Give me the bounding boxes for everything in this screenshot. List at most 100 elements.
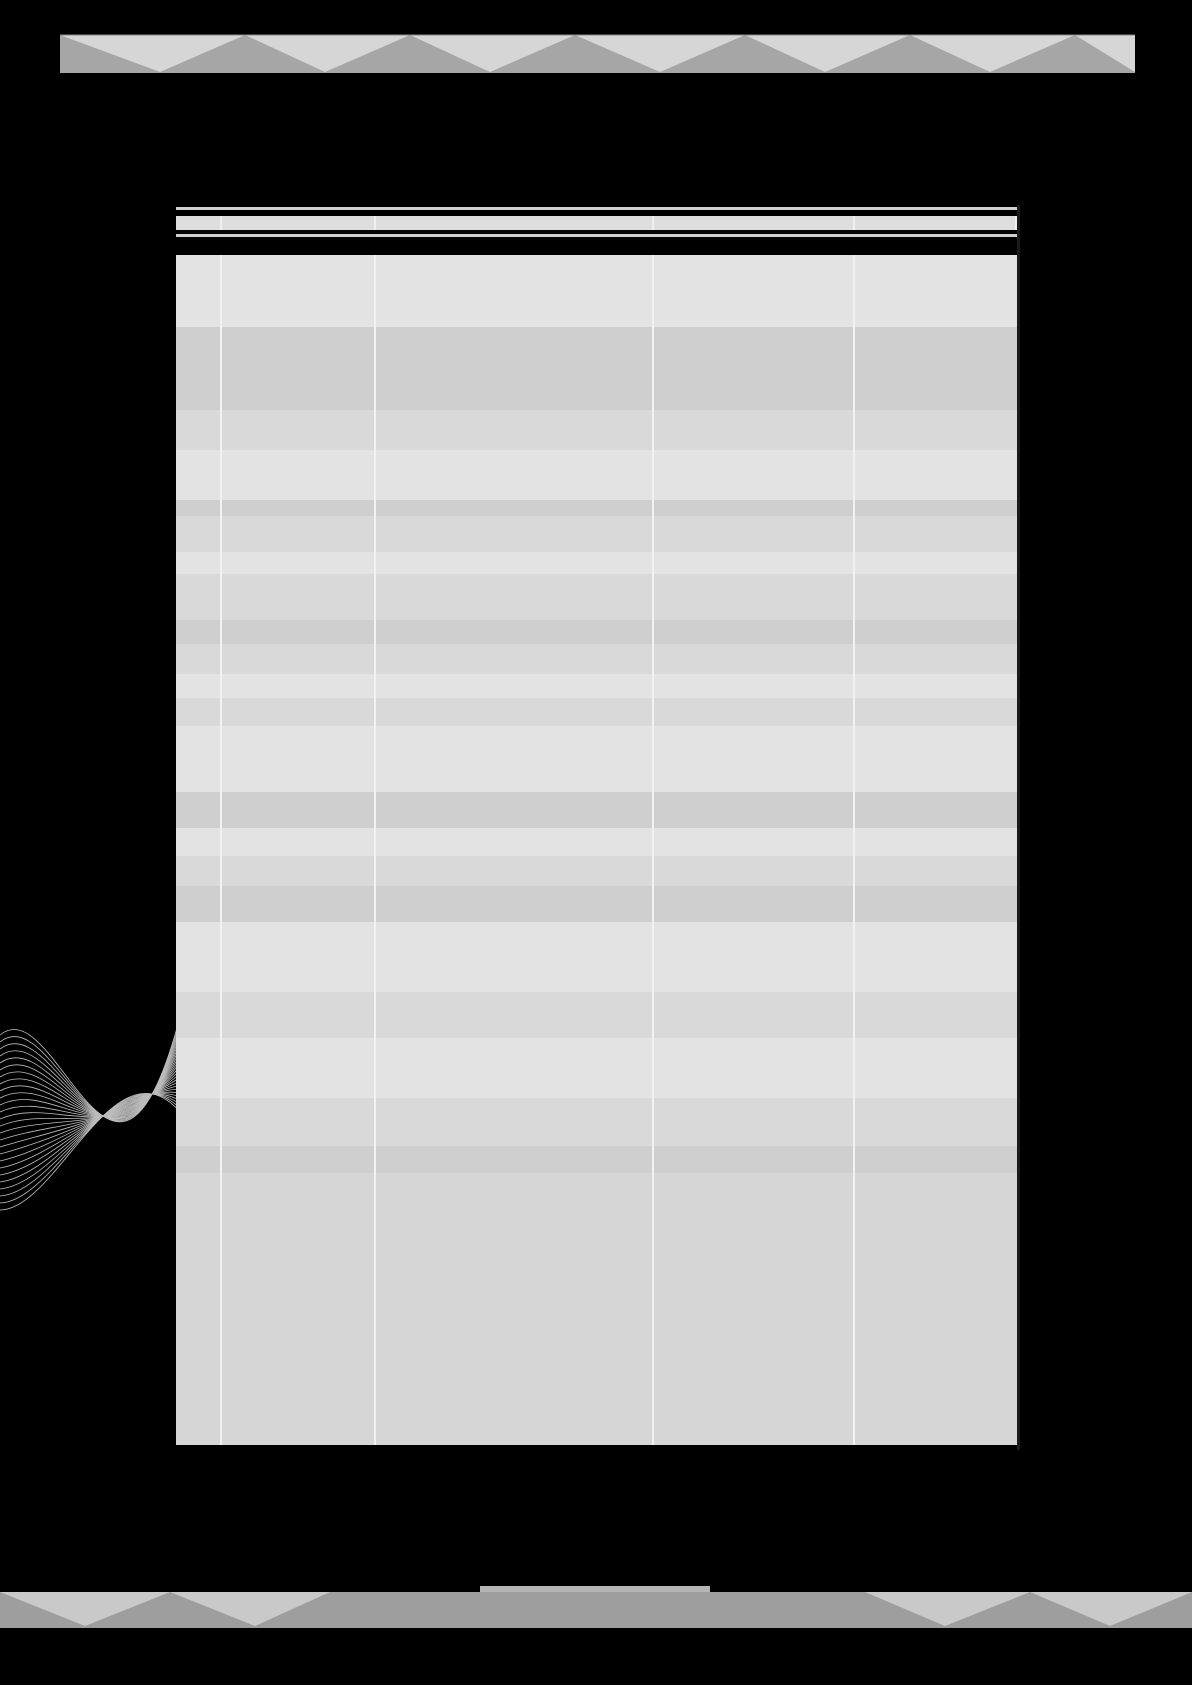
- table-cell: [855, 886, 1017, 922]
- table-cell: [855, 1038, 1017, 1098]
- table-cell: [222, 1173, 376, 1445]
- table-cell: [222, 345, 376, 410]
- table-cell: [376, 516, 654, 552]
- table-row: [176, 410, 1017, 450]
- table-cell: [176, 1146, 222, 1173]
- table-row: [176, 1146, 1017, 1173]
- table-cell: [222, 500, 376, 516]
- table-cell: [376, 992, 654, 1038]
- table-cell: [222, 792, 376, 828]
- table-row: [176, 992, 1017, 1038]
- table-cell: [376, 574, 654, 620]
- table-cell: [176, 886, 222, 922]
- table-cell: [654, 450, 855, 500]
- table-cell: [855, 410, 1017, 450]
- table-cell: [654, 792, 855, 828]
- wave-line: [0, 1089, 190, 1168]
- table-cell: [654, 620, 855, 644]
- table-row-filler: [176, 1173, 1017, 1445]
- table-cell: [176, 516, 222, 552]
- table-cell: [222, 992, 376, 1038]
- table-cell: [654, 886, 855, 922]
- table-cell: [654, 644, 855, 674]
- table-cell: [376, 620, 654, 644]
- table-row: [176, 574, 1017, 620]
- column-header: [222, 216, 376, 230]
- table-cell: [222, 828, 376, 856]
- wave-line: [0, 1023, 190, 1117]
- table-body: [176, 255, 1017, 1445]
- table-cell: [376, 1038, 654, 1098]
- table-row: [176, 886, 1017, 922]
- bottom-decorative-band: [0, 1586, 1192, 1634]
- table-cell: [376, 644, 654, 674]
- table-cell: [855, 674, 1017, 698]
- table-cell: [176, 305, 222, 327]
- table-cell: [222, 327, 376, 345]
- table-cell: [654, 1038, 855, 1098]
- table-cell: [176, 255, 222, 305]
- table-row: [176, 450, 1017, 500]
- table-cell: [222, 886, 376, 922]
- table-cell: [222, 410, 376, 450]
- table-row: [176, 327, 1017, 345]
- table-cell: [855, 552, 1017, 574]
- table-cell: [376, 698, 654, 726]
- table-cell: [855, 327, 1017, 345]
- table-cell: [855, 255, 1017, 305]
- table-cell: [855, 922, 1017, 992]
- table-cell: [222, 698, 376, 726]
- table-cell: [222, 856, 376, 886]
- table-cell: [176, 726, 222, 792]
- table-cell: [855, 345, 1017, 410]
- table-cell: [855, 1146, 1017, 1173]
- table-cell: [176, 410, 222, 450]
- wave-line: [0, 1029, 190, 1116]
- table-row: [176, 255, 1017, 305]
- table-cell: [654, 552, 855, 574]
- table-cell: [654, 828, 855, 856]
- table-cell: [376, 726, 654, 792]
- table-row: [176, 726, 1017, 792]
- wave-line: [0, 999, 190, 1119]
- table-cell: [176, 992, 222, 1038]
- table-row: [176, 345, 1017, 410]
- table-cell: [376, 410, 654, 450]
- data-table: [176, 205, 1021, 1450]
- table-cell: [222, 726, 376, 792]
- table-cell: [376, 922, 654, 992]
- table-cell: [654, 410, 855, 450]
- column-header: [855, 216, 1017, 230]
- table-cell: [654, 726, 855, 792]
- table-cell: [176, 1038, 222, 1098]
- table-row: [176, 500, 1017, 516]
- table-cell: [654, 1146, 855, 1173]
- table-cell: [855, 726, 1017, 792]
- table-cell: [654, 305, 855, 327]
- table-cell: [376, 450, 654, 500]
- wave-line: [0, 1092, 190, 1175]
- line-wave-pattern-icon: [0, 975, 190, 1305]
- table-cell: [176, 1098, 222, 1146]
- table-cell: [654, 1173, 855, 1445]
- table-cell: [855, 1098, 1017, 1146]
- table-cell: [855, 698, 1017, 726]
- table-row: [176, 922, 1017, 992]
- table-cell: [654, 992, 855, 1038]
- table-cell: [176, 450, 222, 500]
- top-decorative-band: [0, 30, 1192, 80]
- table-cell: [654, 674, 855, 698]
- table-cell: [376, 856, 654, 886]
- table-cell: [222, 620, 376, 644]
- table-row: [176, 644, 1017, 674]
- table-cell: [376, 886, 654, 922]
- table-cell: [176, 552, 222, 574]
- table-cell: [376, 345, 654, 410]
- table-row: [176, 620, 1017, 644]
- table-cell: [654, 516, 855, 552]
- table-cell: [176, 922, 222, 992]
- wave-line: [0, 1093, 190, 1182]
- header-bottom-rule: [176, 234, 1017, 237]
- table-cell: [855, 620, 1017, 644]
- table-cell: [222, 644, 376, 674]
